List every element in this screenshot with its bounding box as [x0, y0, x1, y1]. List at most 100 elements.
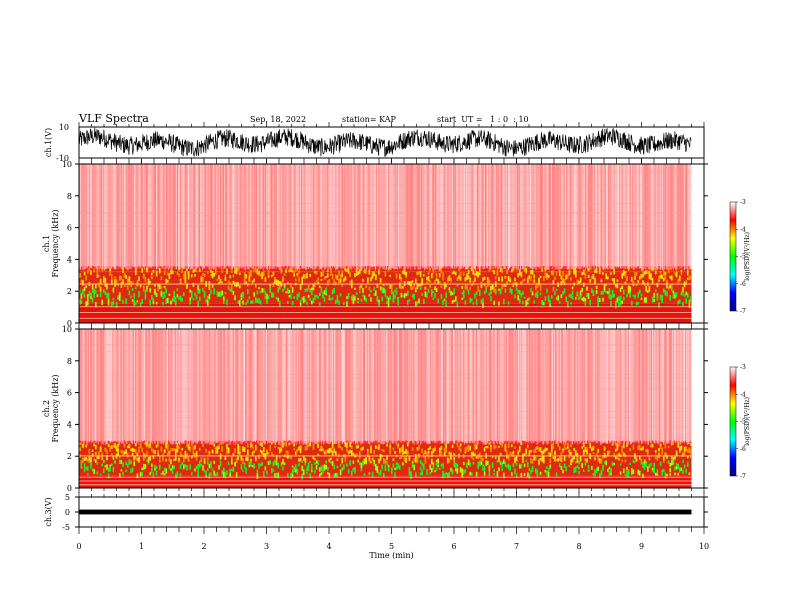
mid-speckle	[463, 293, 465, 299]
mid-speckle	[464, 447, 467, 452]
noise-column	[158, 329, 160, 445]
mid-speckle	[591, 447, 593, 451]
mid-speckle	[427, 288, 430, 293]
mid-speckle	[304, 446, 307, 451]
mid-speckle	[211, 270, 214, 277]
mid-speckle	[509, 466, 511, 471]
mid-speckle	[274, 473, 276, 478]
mid-speckle	[602, 297, 604, 302]
mid-speckle	[314, 470, 316, 474]
mid-speckle	[472, 302, 475, 305]
mid-speckle	[688, 275, 691, 281]
mid-speckle	[194, 445, 196, 450]
noise-column	[457, 164, 459, 266]
mid-speckle	[309, 273, 311, 277]
mid-speckle	[119, 459, 121, 464]
noise-column	[665, 329, 667, 443]
noise-column	[684, 329, 685, 443]
noise-column	[362, 164, 364, 267]
noise-column	[459, 164, 461, 270]
mid-speckle	[448, 451, 451, 455]
noise-column	[136, 164, 138, 271]
noise-column	[84, 329, 86, 441]
noise-column	[379, 329, 381, 443]
mid-speckle	[248, 271, 251, 277]
mid-speckle	[242, 292, 244, 299]
noise-column	[522, 164, 524, 270]
noise-column	[550, 164, 552, 267]
mid-speckle	[520, 292, 523, 298]
noise-column	[611, 329, 613, 441]
noise-column	[253, 164, 255, 267]
mid-speckle	[415, 472, 417, 478]
mid-speckle	[271, 452, 273, 456]
noise-column	[460, 329, 462, 442]
noise-column	[406, 329, 408, 441]
mid-speckle	[386, 460, 388, 465]
mid-speckle	[619, 287, 622, 292]
mid-speckle	[608, 450, 611, 454]
mid-speckle	[269, 287, 271, 293]
mid-speckle	[208, 284, 211, 290]
mid-speckle	[562, 291, 564, 296]
noise-column	[150, 329, 152, 443]
mid-speckle	[621, 449, 623, 454]
mid-speckle	[427, 276, 430, 282]
noise-column	[333, 329, 335, 445]
noise-column	[235, 164, 237, 271]
mid-speckle	[373, 287, 375, 291]
mid-speckle	[231, 455, 233, 460]
noise-column	[361, 329, 363, 444]
mid-speckle	[664, 276, 667, 280]
noise-column	[632, 164, 634, 269]
mid-speckle	[128, 276, 131, 282]
mid-speckle	[663, 270, 665, 276]
noise-column	[290, 329, 292, 441]
mid-speckle	[85, 444, 87, 448]
mid-speckle	[210, 472, 212, 476]
mid-speckle	[362, 462, 364, 467]
mid-speckle	[264, 466, 267, 471]
mid-speckle	[191, 290, 193, 296]
noise-column	[108, 329, 110, 441]
mid-speckle	[408, 455, 411, 461]
mid-speckle	[240, 297, 243, 300]
noise-column	[519, 329, 520, 443]
mid-speckle	[557, 282, 559, 287]
noise-column	[267, 329, 269, 444]
mid-speckle	[600, 279, 603, 283]
mid-speckle	[667, 460, 670, 464]
mid-speckle	[627, 473, 630, 477]
noise-column	[495, 164, 497, 268]
mid-speckle	[594, 269, 596, 273]
mid-speckle	[560, 294, 563, 299]
mid-speckle	[587, 274, 590, 279]
mid-speckle	[458, 456, 460, 459]
noise-column	[300, 329, 302, 441]
mid-speckle	[146, 289, 148, 292]
noise-column	[227, 164, 229, 266]
noise-column	[222, 164, 223, 267]
mid-speckle	[88, 456, 91, 462]
mid-speckle	[551, 270, 553, 274]
mid-speckle	[242, 300, 244, 305]
noise-column	[501, 329, 503, 443]
noise-column	[87, 329, 89, 443]
noise-column	[666, 329, 668, 444]
mid-speckle	[387, 302, 390, 308]
mid-speckle	[349, 460, 351, 466]
mid-speckle	[83, 293, 86, 298]
mid-speckle	[599, 473, 601, 479]
noise-column	[420, 164, 421, 270]
mid-speckle	[655, 268, 657, 273]
mid-speckle	[347, 268, 350, 274]
mid-speckle	[165, 458, 167, 462]
mid-speckle	[659, 444, 662, 447]
noise-column	[367, 164, 369, 266]
mid-speckle	[160, 446, 163, 450]
noise-column	[145, 164, 146, 267]
noise-column	[249, 164, 251, 268]
noise-column	[156, 164, 157, 270]
mid-speckle	[327, 449, 329, 454]
noise-column	[352, 329, 354, 442]
